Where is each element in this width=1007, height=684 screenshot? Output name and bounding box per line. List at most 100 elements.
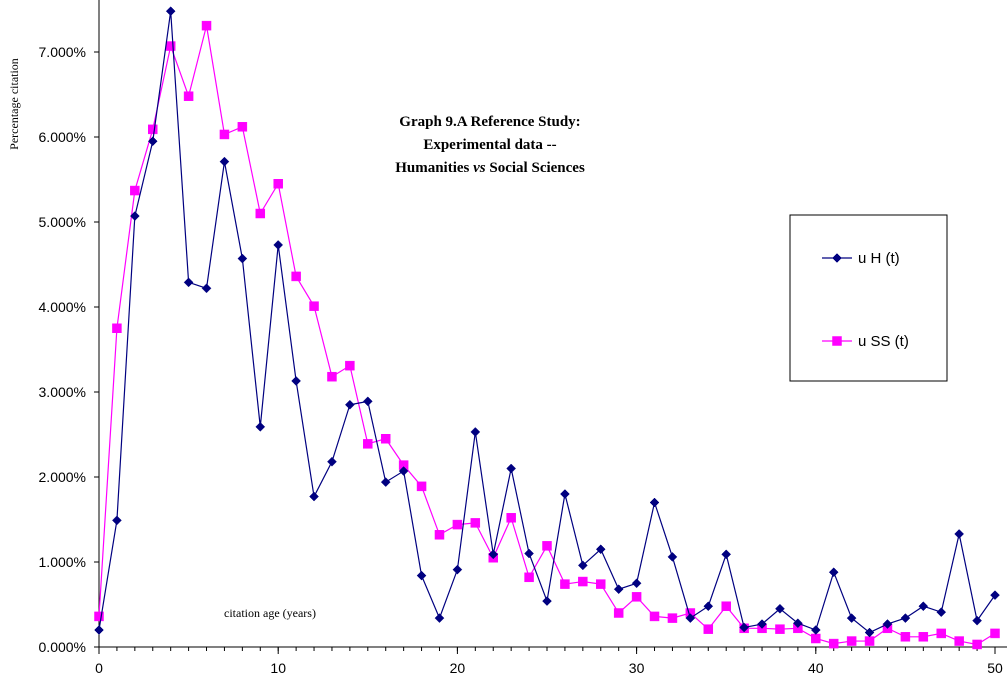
y-tick-label: 3.000% bbox=[39, 384, 86, 400]
legend-swatch-marker bbox=[832, 253, 842, 263]
data-point bbox=[129, 211, 140, 221]
x-tick-label: 10 bbox=[270, 660, 286, 676]
data-point bbox=[309, 491, 319, 502]
data-point bbox=[362, 396, 373, 407]
data-point bbox=[452, 519, 463, 530]
data-point bbox=[380, 434, 391, 444]
tick-labels: 0.000% 1.000% 2.000% 3.000% 4.000% 5.000% 6.00… bbox=[39, 44, 1003, 676]
legend-item: u H (t) bbox=[822, 250, 900, 267]
data-point bbox=[990, 628, 1000, 639]
y-axis-label: Percentage citation bbox=[7, 58, 21, 150]
data-point bbox=[345, 399, 355, 410]
data-point bbox=[577, 560, 588, 571]
data-point bbox=[363, 439, 373, 449]
data-point bbox=[595, 544, 606, 555]
data-point bbox=[488, 549, 499, 560]
data-point bbox=[936, 607, 947, 618]
data-point bbox=[560, 489, 570, 499]
legend-label: u H (t) bbox=[858, 250, 900, 267]
data-point bbox=[757, 619, 767, 629]
y-tick-label: 1.000% bbox=[39, 554, 86, 570]
data-point bbox=[649, 611, 660, 622]
data-point bbox=[165, 6, 176, 17]
data-point bbox=[542, 596, 552, 606]
data-point bbox=[613, 584, 624, 595]
data-point bbox=[918, 601, 929, 612]
series-u-ss bbox=[94, 20, 1000, 650]
data-point bbox=[864, 636, 875, 646]
data-point bbox=[524, 548, 534, 559]
legend-box bbox=[789, 214, 948, 382]
data-point bbox=[721, 549, 732, 560]
data-point bbox=[470, 427, 481, 437]
data-point bbox=[667, 613, 678, 623]
data-point bbox=[793, 618, 803, 629]
data-point bbox=[954, 529, 965, 539]
data-point bbox=[148, 124, 158, 135]
data-point bbox=[183, 277, 194, 288]
data-point bbox=[560, 579, 570, 589]
data-point bbox=[291, 376, 301, 386]
chart-title-segment: Humanities bbox=[395, 160, 473, 176]
data-point bbox=[219, 129, 230, 140]
data-point bbox=[775, 624, 785, 634]
data-point bbox=[846, 613, 857, 623]
data-point bbox=[434, 613, 445, 623]
data-point bbox=[703, 624, 714, 634]
data-point bbox=[434, 530, 445, 540]
data-point bbox=[972, 615, 982, 626]
legend-item: u SS (t) bbox=[822, 333, 909, 350]
data-point bbox=[631, 592, 642, 602]
series-u-h bbox=[94, 6, 1000, 638]
data-point bbox=[273, 179, 283, 189]
data-point bbox=[649, 497, 660, 508]
x-tick-label: 30 bbox=[629, 660, 645, 676]
data-point bbox=[596, 579, 606, 589]
data-series bbox=[94, 6, 1000, 650]
data-point bbox=[900, 613, 911, 623]
data-point bbox=[309, 301, 319, 311]
data-point bbox=[327, 371, 337, 382]
x-tick-label: 20 bbox=[450, 660, 466, 676]
chart-title-segment: Social Sciences bbox=[486, 160, 585, 176]
data-point bbox=[94, 625, 104, 635]
data-point bbox=[291, 271, 301, 282]
data-point bbox=[416, 570, 427, 581]
data-point bbox=[846, 636, 857, 646]
data-point bbox=[775, 603, 785, 614]
data-point bbox=[112, 515, 122, 526]
data-point bbox=[811, 633, 821, 644]
chart-title-segment: vs bbox=[473, 160, 486, 176]
chart-title-line: Experimental data -- bbox=[423, 137, 556, 153]
data-point bbox=[972, 639, 982, 650]
data-point bbox=[739, 622, 749, 633]
chart-title-line: Graph 9.A Reference Study: bbox=[399, 114, 580, 130]
data-point bbox=[130, 185, 140, 196]
x-tick-label: 50 bbox=[987, 660, 1003, 676]
chart-title-line: Humanities vs Social Sciences bbox=[395, 160, 585, 176]
data-point bbox=[542, 541, 552, 551]
data-point bbox=[201, 283, 212, 294]
y-tick-label: 2.000% bbox=[39, 469, 86, 485]
data-point bbox=[183, 91, 194, 101]
data-point bbox=[416, 481, 427, 492]
data-point bbox=[954, 636, 964, 646]
data-point bbox=[452, 564, 463, 575]
y-tick-label: 4.000% bbox=[39, 299, 86, 315]
data-point bbox=[237, 253, 248, 264]
data-point bbox=[918, 632, 929, 642]
data-point bbox=[255, 208, 266, 219]
data-point bbox=[201, 20, 212, 31]
data-point bbox=[327, 456, 337, 467]
data-point bbox=[524, 572, 534, 583]
data-point bbox=[112, 323, 122, 333]
data-point bbox=[613, 608, 624, 618]
x-axis-label: citation age (years) bbox=[224, 606, 316, 620]
data-point bbox=[255, 421, 266, 432]
data-point bbox=[703, 601, 714, 612]
data-point bbox=[828, 638, 839, 649]
data-point bbox=[219, 156, 230, 167]
data-point bbox=[882, 619, 893, 629]
data-point bbox=[147, 136, 158, 147]
